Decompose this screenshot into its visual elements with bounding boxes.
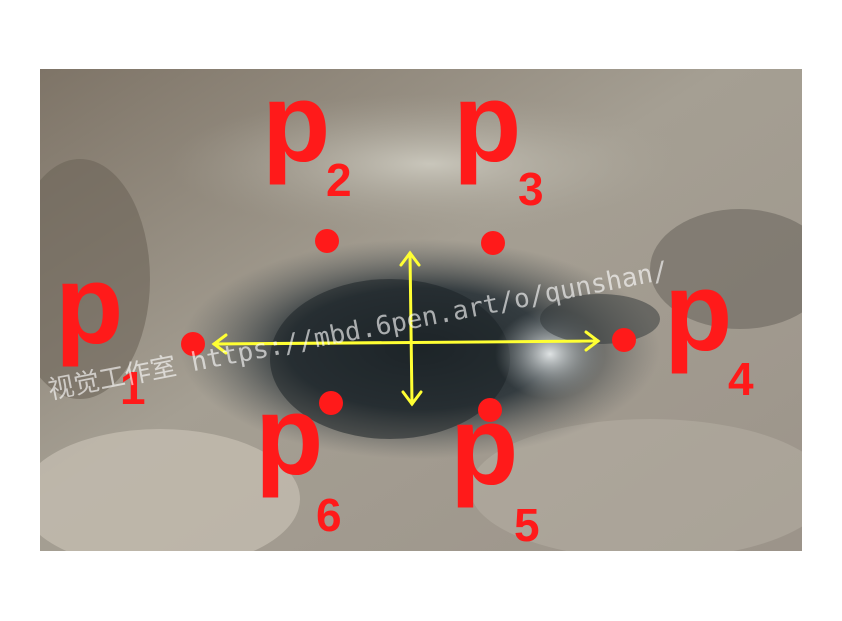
label-p4-letter: p	[664, 249, 732, 374]
label-p1: p 1	[55, 242, 146, 414]
eye-photo	[40, 69, 802, 551]
horizontal-arrow-left-head	[211, 333, 228, 355]
eye-diagram-svg: p 2 p 3 p 1 p 4 p 6 p 5 视觉工作室 https://mb…	[40, 69, 802, 551]
landmark-point-p3	[481, 231, 505, 255]
landmark-point-p5	[478, 398, 502, 422]
label-p4: p 4	[664, 249, 754, 405]
label-p3-index: 3	[518, 163, 544, 215]
label-p1-index: 1	[120, 362, 146, 414]
label-p2-letter: p	[262, 69, 330, 185]
label-p3-letter: p	[453, 69, 521, 185]
label-p5-index: 5	[514, 499, 540, 551]
vertical-arrow-top-head	[399, 250, 421, 267]
landmark-points	[181, 229, 636, 422]
label-p4-index: 4	[728, 353, 754, 405]
label-p2: p 2	[262, 69, 352, 206]
label-p5-letter: p	[450, 383, 518, 508]
landmark-point-p4	[612, 328, 636, 352]
label-p5: p 5	[450, 383, 540, 551]
axis-arrows	[211, 250, 601, 407]
vertical-arrow	[408, 251, 414, 406]
vertical-arrow-bottom-head	[401, 390, 423, 407]
eye-landmark-figure: p 2 p 3 p 1 p 4 p 6 p 5 视觉工作室 https://mb…	[40, 69, 802, 551]
horizontal-arrow	[212, 339, 600, 346]
label-p1-letter: p	[55, 242, 123, 367]
label-p2-index: 2	[326, 154, 352, 206]
label-p6-index: 6	[316, 489, 342, 541]
label-p6-letter: p	[255, 373, 323, 498]
label-p6: p 6	[255, 373, 342, 541]
landmark-point-p6	[319, 391, 343, 415]
horizontal-arrow-right-head	[584, 330, 601, 352]
landmark-point-p2	[315, 229, 339, 253]
landmark-labels: p 2 p 3 p 1 p 4 p 6 p 5	[55, 69, 754, 551]
landmark-point-p1	[181, 332, 205, 356]
label-p3: p 3	[453, 69, 544, 215]
